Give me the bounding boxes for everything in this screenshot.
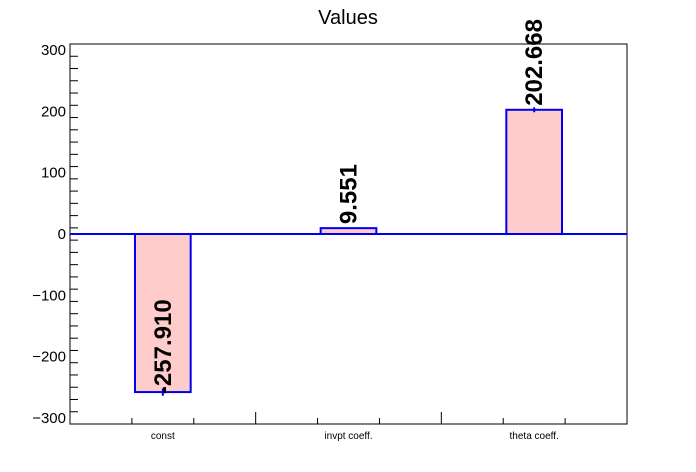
data-label: 202.668 bbox=[521, 19, 548, 106]
y-axis: −300 −200 −100 0 100 200 300 bbox=[32, 42, 78, 427]
x-axis: const invpt coeff. theta coeff. bbox=[69, 412, 628, 442]
bars bbox=[133, 107, 564, 396]
y-tick-label: 300 bbox=[41, 42, 66, 59]
y-tick-label: −200 bbox=[32, 349, 66, 366]
bar bbox=[505, 108, 564, 235]
data-label: 9.551 bbox=[336, 164, 363, 224]
y-tick-label: 100 bbox=[41, 165, 66, 182]
y-tick-label: 200 bbox=[41, 103, 66, 120]
chart-title: Values bbox=[318, 7, 378, 29]
x-tick-label: invpt coeff. bbox=[324, 431, 372, 442]
y-tick-label: 0 bbox=[58, 226, 66, 243]
data-labels: -257.910 9.551 202.668 bbox=[150, 19, 548, 394]
data-label: -257.910 bbox=[150, 299, 177, 394]
y-tick-label: −300 bbox=[32, 410, 66, 427]
x-tick-label: theta coeff. bbox=[510, 431, 559, 442]
x-tick-label: const bbox=[151, 431, 175, 442]
y-tick-label: −100 bbox=[32, 287, 66, 304]
